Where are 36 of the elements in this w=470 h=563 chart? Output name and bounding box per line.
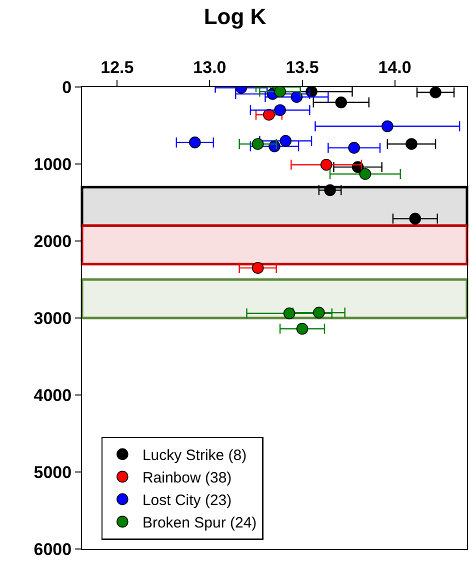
y-tick-label: 5000 [34, 462, 72, 482]
point [359, 168, 372, 180]
point [283, 307, 296, 320]
point [274, 104, 286, 116]
y-tick-label: 6000 [34, 540, 72, 559]
point [263, 108, 275, 121]
y-tick-label: 0 [62, 78, 72, 97]
point [320, 158, 332, 171]
point [409, 212, 422, 225]
legend-label: Broken Spur (24) [142, 514, 257, 532]
y-tick-label: 4000 [34, 386, 72, 405]
x-tick-label: 13.0 [193, 58, 226, 78]
chart-title: Log K [204, 4, 266, 29]
x-tick-label: 12.5 [100, 58, 134, 78]
legend-label: Lost City (23) [142, 492, 232, 510]
point [335, 96, 348, 108]
y-tick-label: 1000 [34, 154, 72, 174]
x-tick-label: 14.0 [378, 58, 412, 78]
point [313, 306, 325, 319]
point [324, 184, 336, 196]
point [382, 120, 394, 132]
point [274, 87, 286, 98]
point [252, 138, 264, 150]
x-tick-label: 13.5 [286, 58, 319, 78]
legend-label: Lucky Strike (8) [142, 447, 247, 464]
point [348, 142, 360, 154]
point [290, 91, 303, 103]
legend-label: Rainbow (38) [142, 470, 232, 487]
y-tick-label: 2000 [34, 232, 72, 251]
point [406, 138, 418, 150]
point [296, 322, 308, 335]
point [430, 87, 442, 98]
point [280, 135, 292, 147]
y-tick-label: 3000 [34, 308, 72, 328]
point [252, 262, 264, 274]
point [189, 136, 201, 148]
